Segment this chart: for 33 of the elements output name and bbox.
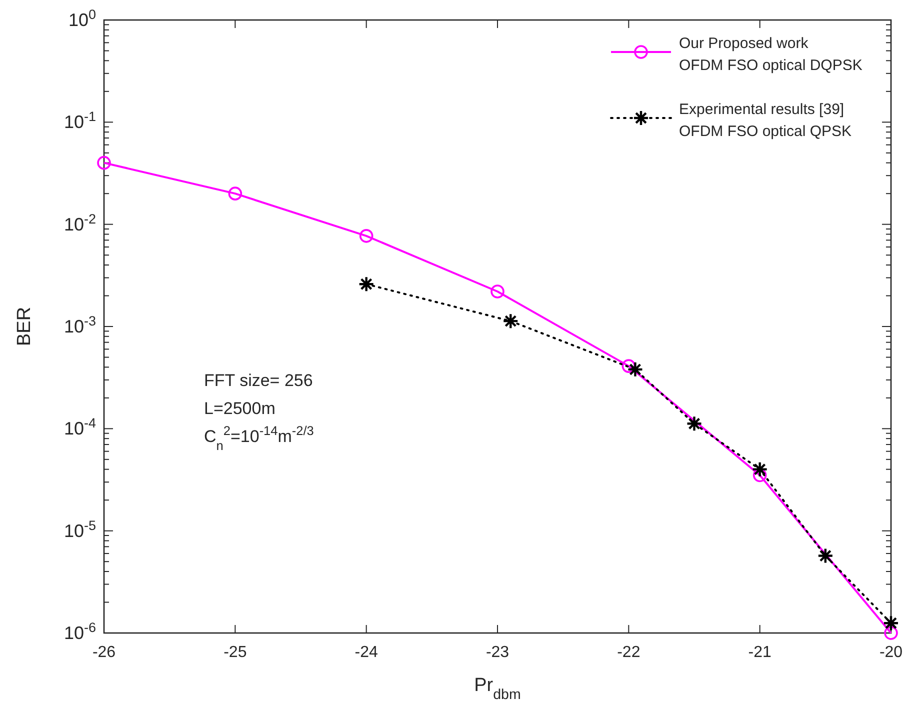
y-tick-label: 10$^{-6}$ bbox=[64, 620, 96, 643]
legend-label: Experimental results [39] OFDM FSO optical QPSK bbox=[679, 101, 852, 140]
x-tick-label: -22 bbox=[617, 644, 640, 661]
point bbox=[228, 186, 242, 200]
point bbox=[502, 312, 519, 330]
x-axis-title: Pr$_{dbm}$ bbox=[474, 675, 521, 703]
x-tick-label: -24 bbox=[354, 644, 378, 661]
x-tick-label: -26 bbox=[92, 644, 116, 661]
y-axis-title: BER bbox=[14, 306, 35, 346]
point bbox=[359, 229, 374, 243]
y-tick-label: 10$^{-2}$ bbox=[64, 210, 96, 234]
x-tick-label: -20 bbox=[879, 644, 903, 661]
text: FFT size= 256 L=2500m C$_{n}$$^{2}$=10$^{-14}$m$^{-2/3}$ bbox=[204, 371, 314, 452]
y-tick-label: 10$^{-1}$ bbox=[64, 108, 96, 132]
y-tick-label: 10$^{-3}$ bbox=[64, 313, 96, 336]
point bbox=[627, 361, 644, 378]
point bbox=[882, 615, 900, 632]
point bbox=[817, 548, 834, 564]
legend-label: Our Proposed work OFDM FSO optical DQPSK bbox=[679, 35, 862, 74]
point bbox=[752, 461, 768, 478]
point bbox=[752, 468, 767, 482]
y-tick-label: 10$^{-5}$ bbox=[64, 517, 96, 541]
point bbox=[622, 359, 636, 373]
point bbox=[884, 626, 898, 640]
point bbox=[97, 156, 111, 170]
x-tick-label: -21 bbox=[748, 644, 772, 661]
x-tick-label: -23 bbox=[486, 644, 510, 661]
point bbox=[490, 284, 504, 298]
point bbox=[358, 276, 374, 292]
point bbox=[686, 416, 702, 432]
x-tick-label: -25 bbox=[224, 644, 247, 661]
y-tick-label: 10$^{0}$ bbox=[68, 6, 96, 30]
y-tick-label: 10$^{-4}$ bbox=[64, 415, 96, 439]
